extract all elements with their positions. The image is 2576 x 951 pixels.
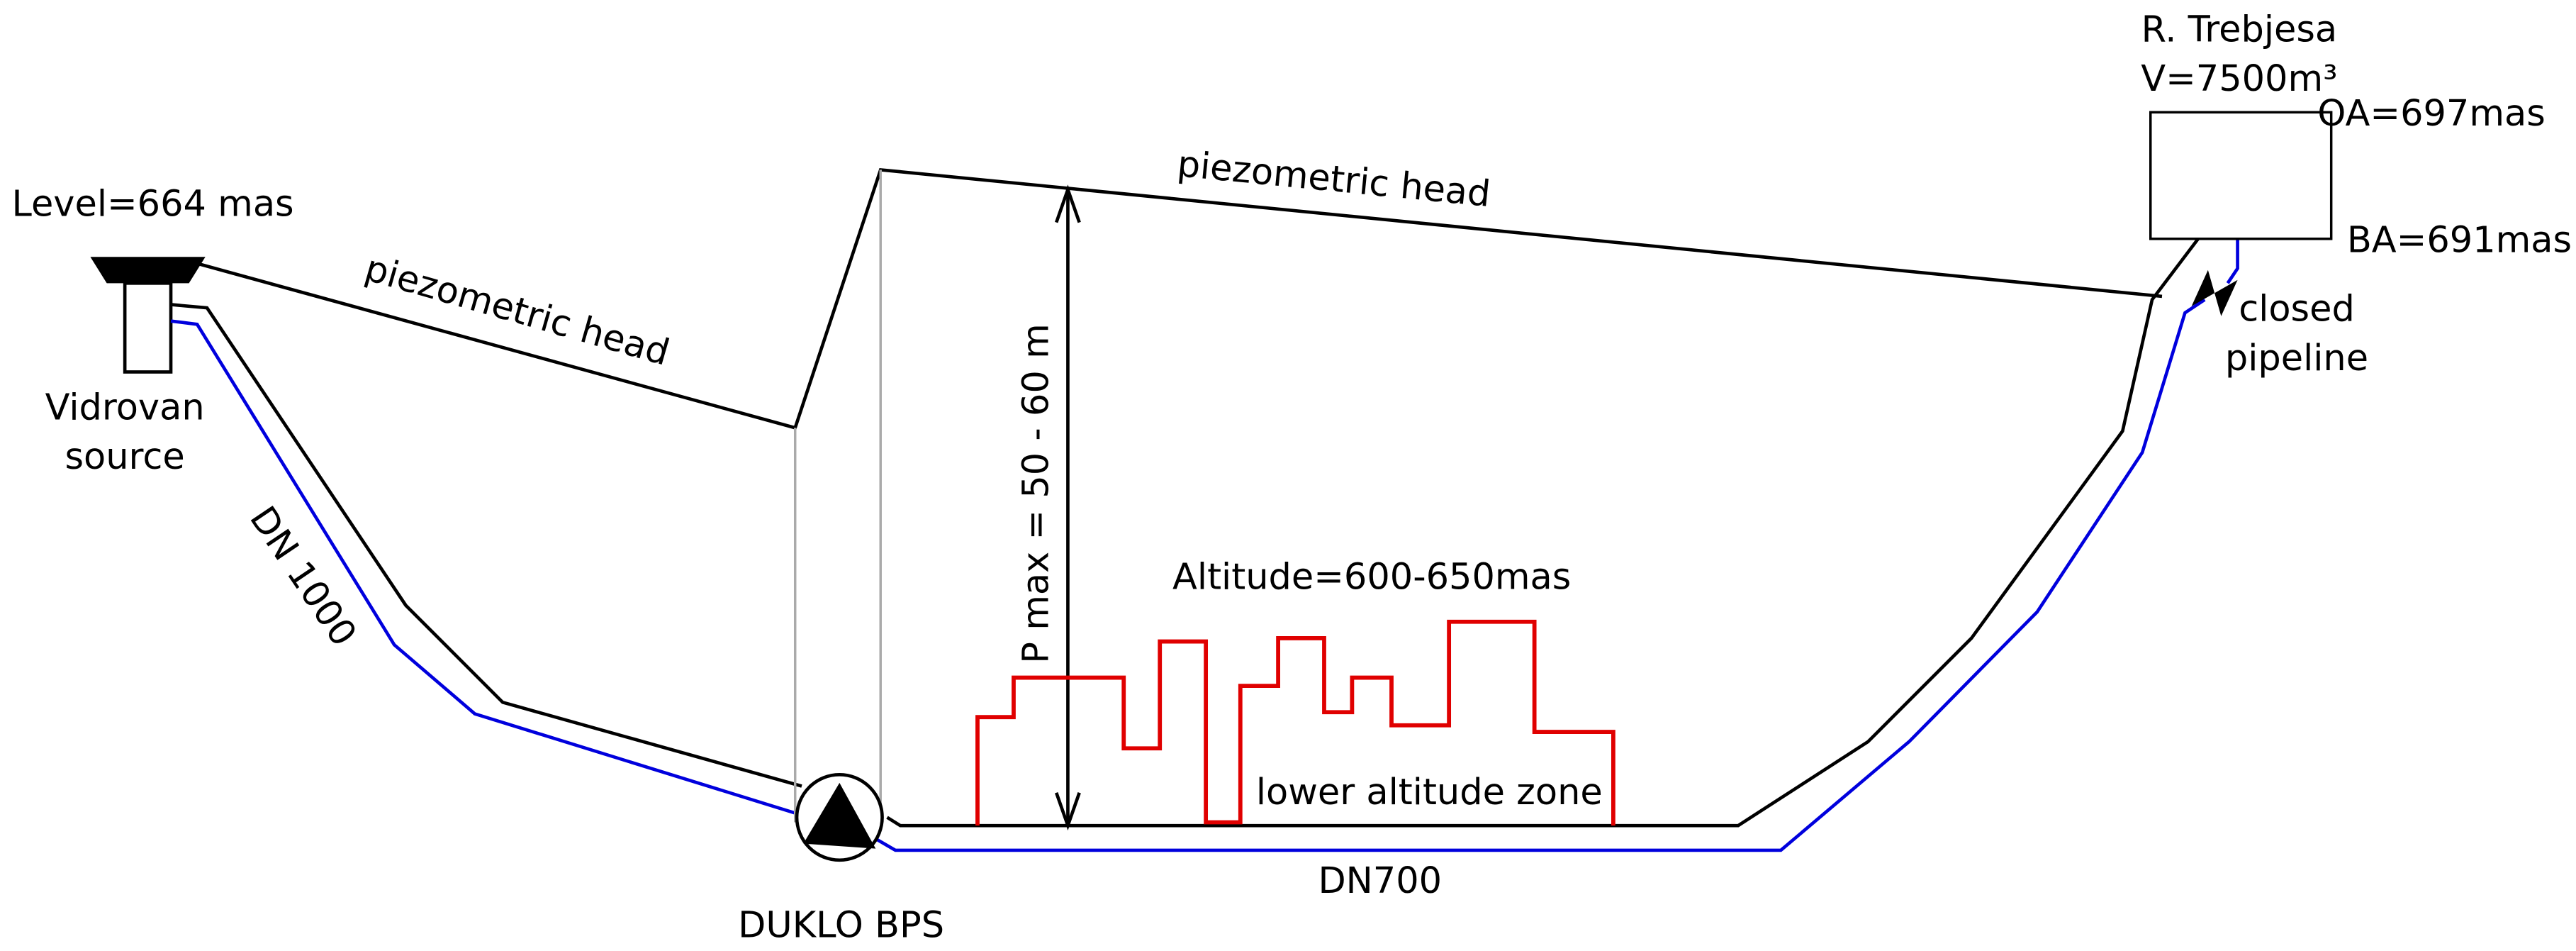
arrow-head <box>1055 184 1081 223</box>
label: R. Trebjesa <box>2141 9 2337 51</box>
label: closed <box>2239 289 2355 330</box>
altitude-profile <box>975 619 1615 826</box>
label: DN700 <box>1318 860 1442 902</box>
source-basin <box>90 257 206 284</box>
pipe-blue-left <box>170 319 800 816</box>
label: OA=697mas <box>2317 93 2546 135</box>
pump-triangle <box>803 782 876 849</box>
label: DN 1000 <box>241 499 364 654</box>
label: pipeline <box>2225 338 2368 379</box>
label: V=7500m³ <box>2141 58 2337 100</box>
label: piezometric head <box>360 248 673 374</box>
reservoir <box>2149 111 2333 240</box>
pipe-blue-reservoir <box>2226 238 2239 284</box>
label: Altitude=600-650mas <box>1172 556 1571 598</box>
source-shaft <box>123 282 173 374</box>
label: P max = 50 - 60 m <box>1016 323 1058 663</box>
label: DUKLO BPS <box>738 905 944 947</box>
label: lower altitude zone <box>1256 772 1603 813</box>
label: Level=664 mas <box>11 183 293 225</box>
label: source <box>65 436 185 478</box>
label: Vidrovan <box>45 387 205 429</box>
pipe-black-left <box>170 303 802 788</box>
pipe-blue-right <box>875 298 2206 852</box>
arrow-head <box>1055 792 1081 831</box>
pipe-black-right <box>886 238 2200 828</box>
piezometric-line <box>196 167 2163 430</box>
label: BA=691mas <box>2347 219 2572 261</box>
